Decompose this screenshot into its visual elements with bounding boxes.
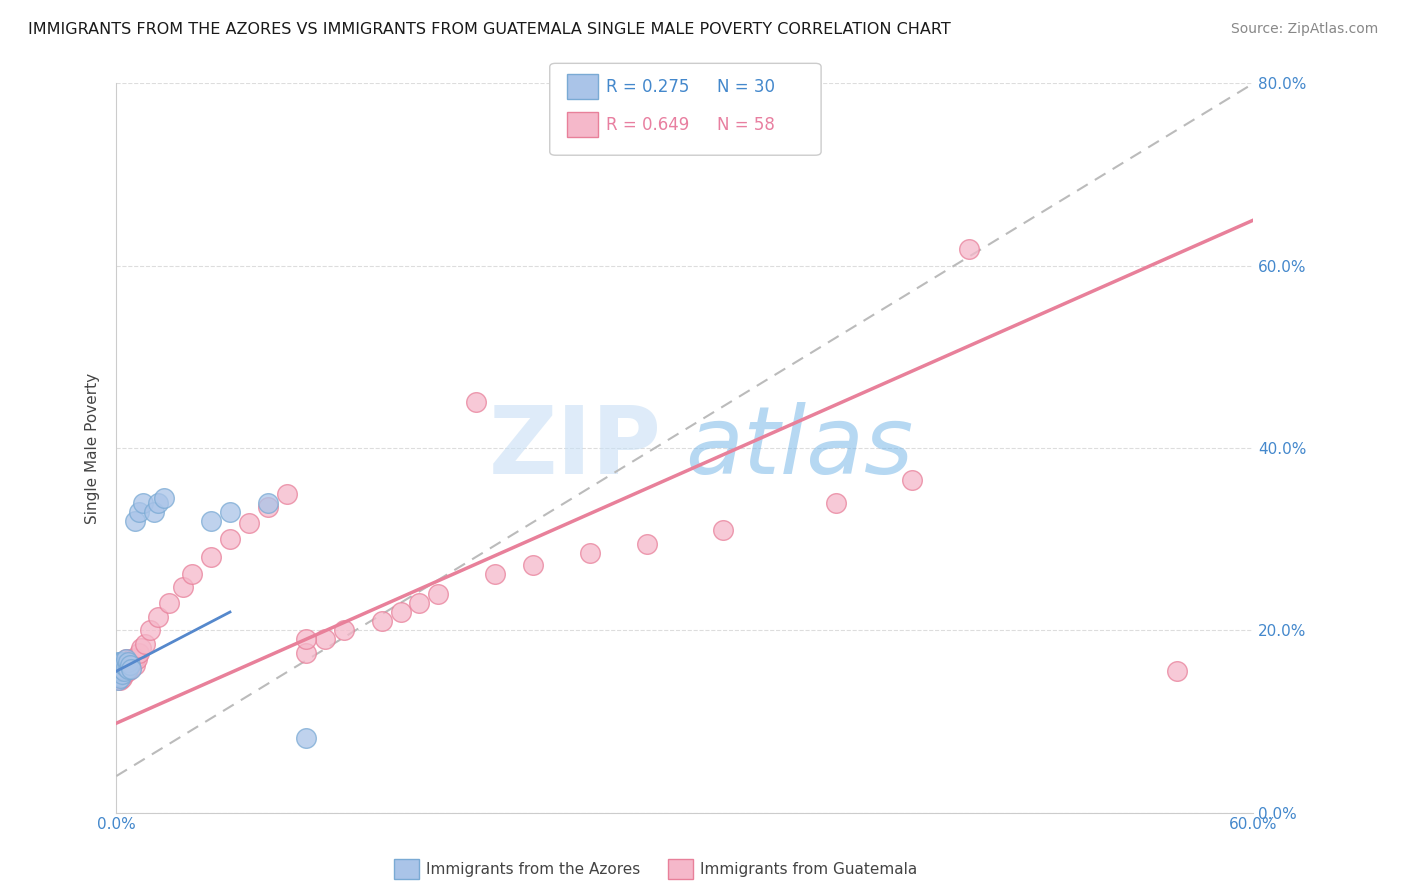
Point — [108, 655, 131, 669]
Point — [107, 665, 129, 679]
Point — [111, 655, 134, 669]
Point — [172, 580, 194, 594]
Point — [901, 473, 924, 487]
Point — [117, 657, 139, 672]
Point — [112, 665, 135, 679]
Point — [825, 496, 848, 510]
Point — [257, 496, 280, 510]
Point — [120, 661, 142, 675]
Point — [112, 661, 135, 675]
Point — [128, 505, 150, 519]
Point — [120, 652, 142, 666]
Point — [108, 659, 131, 673]
Point — [124, 514, 146, 528]
Point — [294, 731, 316, 745]
Text: R = 0.649: R = 0.649 — [606, 116, 689, 134]
Point — [108, 669, 131, 683]
Point — [219, 532, 242, 546]
Point — [108, 673, 131, 688]
Point — [108, 657, 131, 672]
Y-axis label: Single Male Poverty: Single Male Poverty — [86, 373, 100, 524]
Text: N = 58: N = 58 — [717, 116, 775, 134]
Point — [146, 609, 169, 624]
Point — [484, 566, 506, 581]
Text: Source: ZipAtlas.com: Source: ZipAtlas.com — [1230, 22, 1378, 37]
Text: atlas: atlas — [685, 402, 912, 493]
Point — [124, 657, 146, 672]
Point — [465, 395, 488, 409]
Point — [112, 655, 135, 669]
Point — [408, 596, 430, 610]
Point — [711, 523, 734, 537]
Point — [200, 550, 222, 565]
Point — [219, 505, 242, 519]
Point — [122, 655, 145, 669]
Point — [111, 655, 134, 669]
Point — [127, 652, 149, 666]
Point — [427, 587, 450, 601]
Point — [107, 661, 129, 675]
Point — [389, 605, 412, 619]
Point — [111, 661, 134, 675]
Point — [257, 500, 280, 515]
Point — [107, 655, 129, 669]
Point — [957, 242, 980, 256]
Text: ZIP: ZIP — [489, 402, 662, 494]
Text: Immigrants from the Azores: Immigrants from the Azores — [426, 863, 640, 877]
Point — [294, 646, 316, 660]
Point — [117, 661, 139, 675]
Point — [152, 491, 174, 505]
Point — [370, 614, 392, 628]
Text: Immigrants from Guatemala: Immigrants from Guatemala — [700, 863, 918, 877]
Point — [294, 632, 316, 647]
Point — [108, 671, 131, 685]
Point — [146, 496, 169, 510]
Point — [143, 505, 166, 519]
Point — [112, 667, 135, 681]
Point — [276, 486, 298, 500]
Point — [238, 516, 260, 530]
Point — [124, 650, 146, 665]
Point — [118, 661, 141, 675]
Point — [114, 652, 136, 666]
Point — [114, 652, 136, 666]
Point — [112, 657, 135, 672]
Point — [107, 659, 129, 673]
Point — [107, 673, 129, 688]
Point — [636, 537, 658, 551]
Point — [132, 496, 155, 510]
Point — [118, 655, 141, 669]
Point — [107, 667, 129, 681]
Point — [157, 596, 180, 610]
Text: IMMIGRANTS FROM THE AZORES VS IMMIGRANTS FROM GUATEMALA SINGLE MALE POVERTY CORR: IMMIGRANTS FROM THE AZORES VS IMMIGRANTS… — [28, 22, 950, 37]
Point — [111, 659, 134, 673]
Point — [108, 665, 131, 679]
Point — [332, 624, 354, 638]
Point — [200, 514, 222, 528]
Point — [120, 659, 142, 673]
Point — [114, 659, 136, 673]
Point — [118, 657, 141, 672]
Point — [522, 558, 544, 572]
Point — [111, 665, 134, 679]
Point — [314, 632, 336, 647]
Point — [114, 665, 136, 679]
Point — [129, 641, 152, 656]
Point — [111, 671, 134, 685]
Point — [107, 671, 129, 685]
Point — [108, 665, 131, 679]
Text: R = 0.275: R = 0.275 — [606, 78, 689, 95]
Point — [579, 546, 602, 560]
Point — [181, 566, 204, 581]
Point — [117, 665, 139, 679]
Point — [107, 669, 129, 683]
Point — [139, 624, 162, 638]
Text: N = 30: N = 30 — [717, 78, 775, 95]
Point — [111, 667, 134, 681]
Point — [114, 659, 136, 673]
Point — [1166, 665, 1188, 679]
Point — [134, 637, 156, 651]
Point — [128, 646, 150, 660]
Point — [117, 655, 139, 669]
